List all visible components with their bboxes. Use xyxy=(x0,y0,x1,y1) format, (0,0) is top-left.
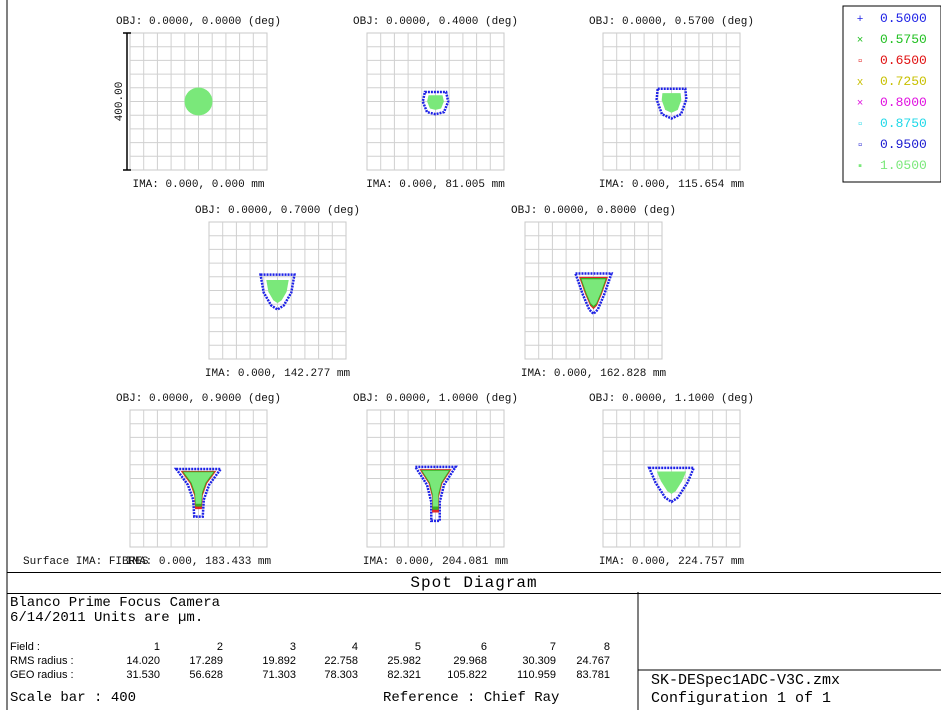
chart-title: Spot Diagram xyxy=(7,572,941,594)
field-number: 4 xyxy=(351,641,358,653)
ima-label: IMA: 0.000, 183.433 mm xyxy=(126,556,272,568)
field-number: 2 xyxy=(216,641,223,653)
obj-label: OBJ: 0.0000, 1.1000 (deg) xyxy=(589,393,754,405)
ima-label: IMA: 0.000, 81.005 mm xyxy=(366,179,505,191)
file-name: SK-DESpec1ADC-V3C.zmx xyxy=(651,672,841,689)
system-title: Blanco Prime Focus Camera xyxy=(10,595,221,611)
spot-outline-blue xyxy=(573,272,614,316)
spot-outline-blue xyxy=(647,466,696,504)
legend-entry: 0.5000 xyxy=(880,11,927,26)
legend-symbol: × xyxy=(857,35,864,47)
ima-label: IMA: 0.000, 162.828 mm xyxy=(521,368,667,380)
scale-bar-text: Scale bar : 400 xyxy=(10,690,137,706)
spot-pattern xyxy=(656,471,687,494)
legend-entry: 0.6500 xyxy=(880,53,927,68)
legend-box xyxy=(842,5,941,183)
spot-pattern xyxy=(184,87,213,116)
spot-outline-blue xyxy=(259,273,296,312)
obj-label: OBJ: 0.0000, 0.5700 (deg) xyxy=(589,16,754,28)
rms-value: 29.968 xyxy=(453,655,487,667)
field-number: 6 xyxy=(480,641,487,653)
geo-value: 71.303 xyxy=(262,669,296,681)
geo-value: 83.781 xyxy=(576,669,610,681)
spot-outline-blue xyxy=(655,87,688,120)
legend-symbol: ▪ xyxy=(857,161,864,173)
ima-label: IMA: 0.000, 0.000 mm xyxy=(132,179,264,191)
file-info: SK-DESpec1ADC-V3C.zmx Configuration 1 of… xyxy=(651,672,840,708)
rms-row: RMS radius : 14.020 17.289 19.892 22.758… xyxy=(10,655,610,667)
geo-value: 82.321 xyxy=(387,669,421,681)
configuration-text: Configuration 1 of 1 xyxy=(651,690,832,707)
legend-symbol: ▫ xyxy=(857,56,864,68)
legend-symbol: ▫ xyxy=(857,119,864,131)
rms-value: 19.892 xyxy=(262,655,296,667)
obj-label: OBJ: 0.0000, 1.0000 (deg) xyxy=(353,393,518,405)
field-number: 1 xyxy=(153,641,160,653)
rms-value: 22.758 xyxy=(324,655,358,667)
legend-entry: 0.8000 xyxy=(880,95,927,110)
rms-label: RMS radius : xyxy=(10,655,74,667)
legend-symbol: ▫ xyxy=(857,140,864,152)
field-row: Field : 1 2 3 4 5 6 7 8 xyxy=(10,641,610,653)
legend-entry: 1.0500 xyxy=(880,158,927,173)
field-label: Field : xyxy=(10,641,40,653)
legend-entry: 0.9500 xyxy=(880,137,927,152)
info-block: Blanco Prime Focus Camera 6/14/2011 Unit… xyxy=(10,596,220,626)
field-number: 7 xyxy=(549,641,556,653)
field-number: 3 xyxy=(289,641,296,653)
obj-label: OBJ: 0.0000, 0.4000 (deg) xyxy=(353,16,518,28)
rms-value: 24.767 xyxy=(576,655,610,667)
legend-symbol: x xyxy=(857,77,864,89)
geo-value: 110.959 xyxy=(517,669,556,681)
spot-pattern xyxy=(422,470,449,507)
geo-value: 31.530 xyxy=(126,669,160,681)
obj-label: OBJ: 0.0000, 0.0000 (deg) xyxy=(116,16,281,28)
geo-label: GEO radius : xyxy=(10,669,74,681)
rms-value: 25.982 xyxy=(387,655,421,667)
legend-symbol: + xyxy=(857,14,864,26)
legend-entry: 0.8750 xyxy=(880,116,927,131)
field-number: 8 xyxy=(603,641,610,653)
ima-label: IMA: 0.000, 224.757 mm xyxy=(599,556,745,568)
legend-entry: 0.7250 xyxy=(880,74,927,89)
geo-value: 56.628 xyxy=(189,669,223,681)
reference-text: Reference : Chief Ray xyxy=(383,690,560,706)
rms-value: 14.020 xyxy=(126,655,160,667)
ima-label: IMA: 0.000, 115.654 mm xyxy=(599,179,745,191)
date-units: 6/14/2011 Units are µm. xyxy=(10,610,204,626)
ima-label: IMA: 0.000, 204.081 mm xyxy=(363,556,509,568)
spot-pattern xyxy=(266,280,289,304)
spot-pattern xyxy=(661,93,682,113)
rms-value: 30.309 xyxy=(522,655,556,667)
legend-entry: 0.5750 xyxy=(880,32,927,47)
legend-symbol: × xyxy=(857,98,864,110)
scale-bar-label: 400.00 xyxy=(114,82,126,122)
ima-label: IMA: 0.000, 142.277 mm xyxy=(205,368,351,380)
geo-value: 105.822 xyxy=(447,669,487,681)
obj-label: OBJ: 0.0000, 0.8000 (deg) xyxy=(511,205,676,217)
rms-value: 17.289 xyxy=(189,655,223,667)
field-number: 5 xyxy=(414,641,421,653)
spot-pattern xyxy=(183,472,214,504)
spot-outline-blue xyxy=(173,467,224,518)
obj-label: OBJ: 0.0000, 0.7000 (deg) xyxy=(195,205,360,217)
surface-label: Surface IMA: FIBRES xyxy=(23,556,149,568)
geo-row: GEO radius : 31.530 56.628 71.303 78.303… xyxy=(10,669,610,681)
geo-value: 78.303 xyxy=(324,669,358,681)
spot-pattern xyxy=(581,279,606,306)
spot-pattern xyxy=(427,95,444,110)
spot-outline-blue xyxy=(421,90,450,116)
obj-label: OBJ: 0.0000, 0.9000 (deg) xyxy=(116,393,281,405)
